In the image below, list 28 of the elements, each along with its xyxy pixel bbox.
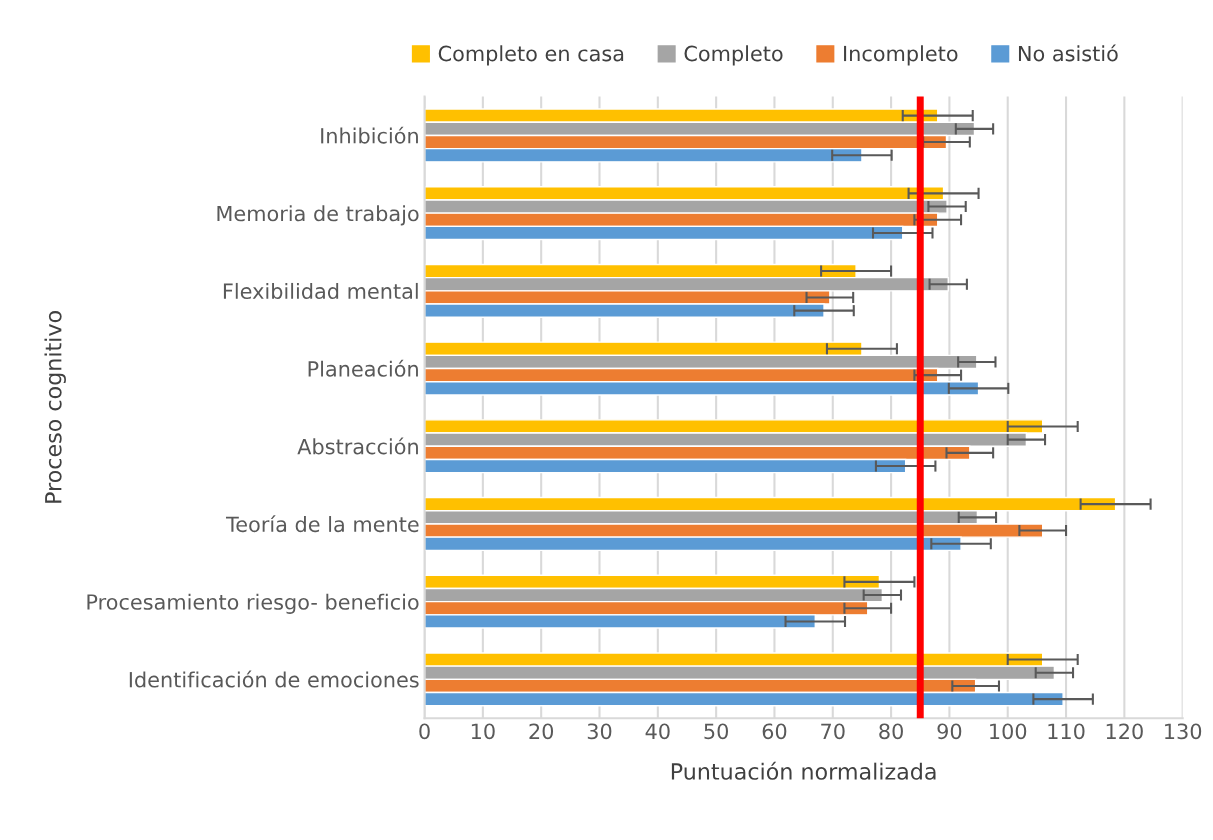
- y-tick-label: Teoría de la mente: [225, 515, 419, 533]
- x-tick-label: 40: [645, 723, 670, 740]
- y-tick-label: Memoria de trabajo: [217, 205, 419, 226]
- legend-label: Completo: [684, 45, 783, 66]
- y-tick-label: Identificación de emociones: [129, 670, 419, 688]
- x-tick-label: 60: [762, 723, 787, 740]
- y-tick-label: Inhibición: [321, 126, 418, 144]
- x-tick-label: 130: [1165, 723, 1202, 740]
- legend-label: Incompleto: [844, 45, 958, 66]
- x-tick-label: 80: [879, 723, 903, 740]
- x-tick-label: 50: [704, 723, 729, 740]
- x-axis-title: Puntuación normalizada: [671, 761, 936, 780]
- x-tick-label: 0: [419, 723, 430, 740]
- x-tick-label: 70: [821, 723, 845, 740]
- legend-label: Completo en casa: [438, 45, 624, 66]
- y-tick-label: Abstracción: [297, 437, 418, 455]
- x-tick-label: 90: [937, 723, 962, 740]
- y-tick-label: Planeación: [308, 359, 418, 377]
- x-tick-label: 110: [1048, 723, 1085, 740]
- x-tick-label: 20: [529, 723, 554, 740]
- x-tick-label: 120: [1106, 723, 1143, 740]
- x-tick-label: 100: [990, 723, 1027, 740]
- y-axis-title: Proceso cognitivo: [44, 311, 66, 503]
- x-tick-label: 30: [587, 723, 612, 740]
- x-tick-label: 10: [471, 723, 495, 740]
- y-tick-label: Procesamiento riesgo- beneficio: [87, 593, 419, 614]
- y-tick-label: Flexibilidad mental: [223, 282, 418, 300]
- legend-label: No asistió: [1018, 44, 1118, 62]
